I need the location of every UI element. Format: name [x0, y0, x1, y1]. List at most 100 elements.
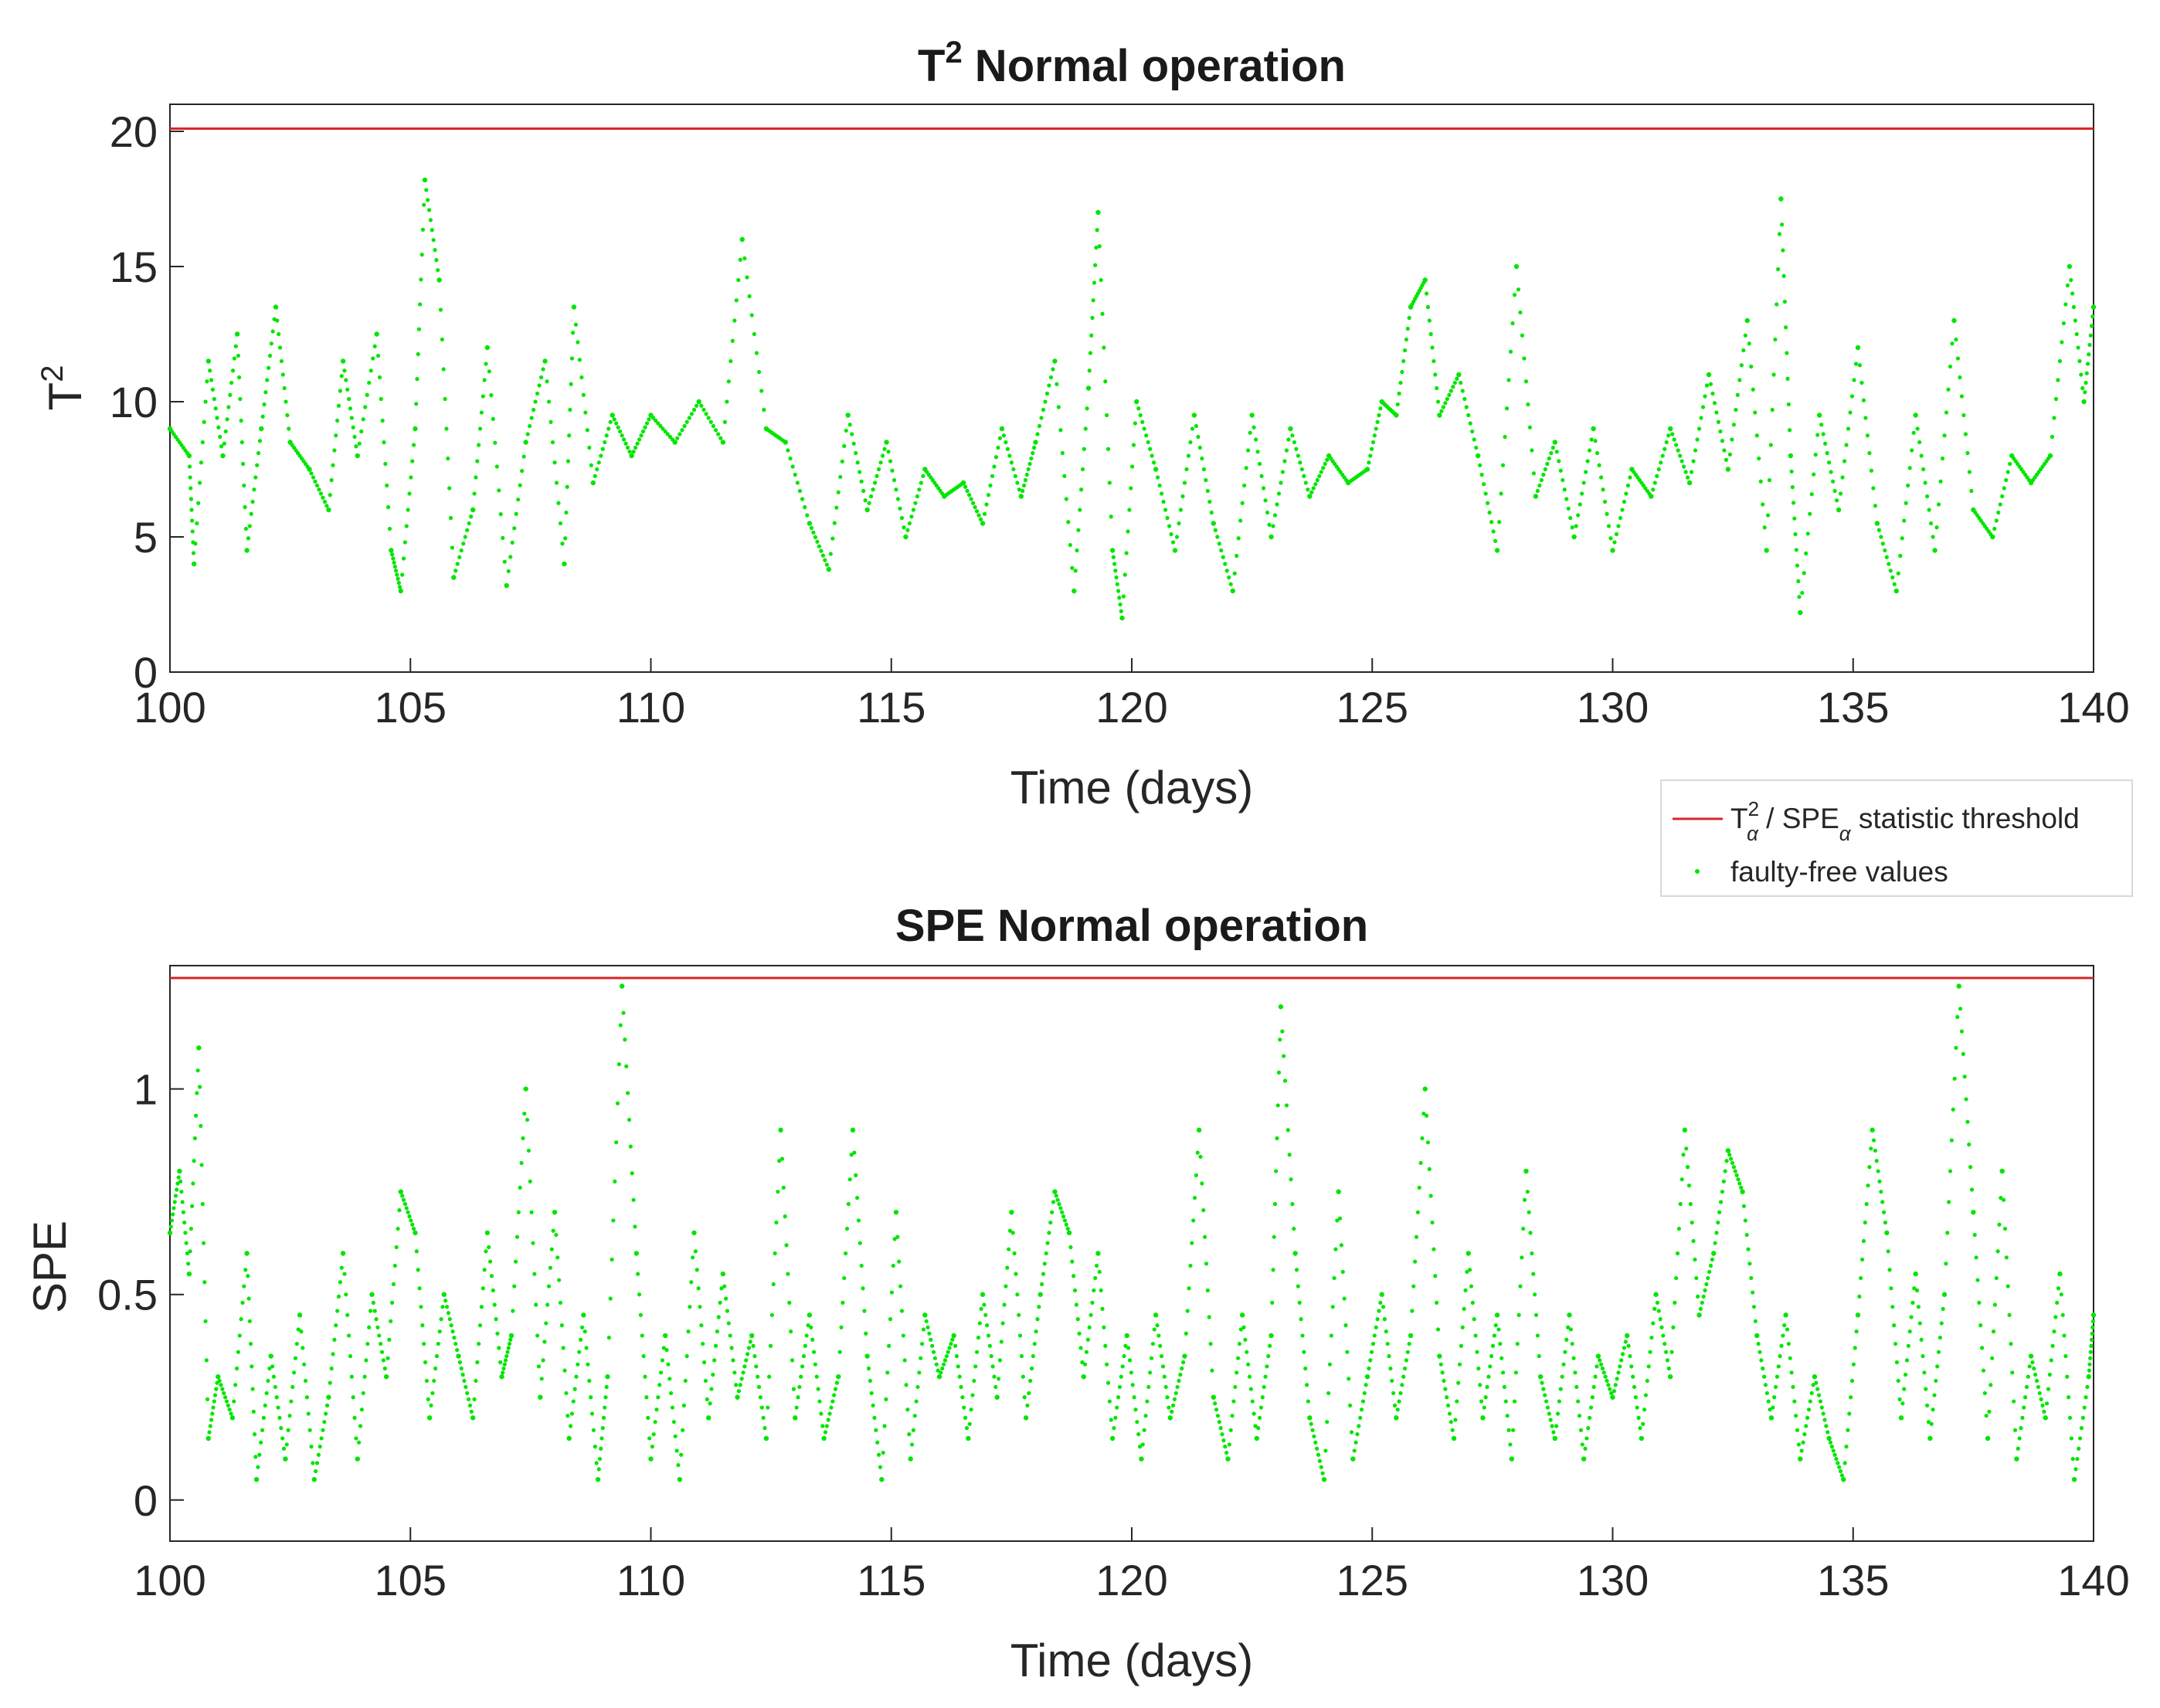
data-point-interp [1900, 536, 1904, 541]
data-point-interp [1727, 1153, 1732, 1157]
data-point-interp [907, 521, 912, 526]
data-point-interp [2090, 314, 2095, 319]
data-point-interp [1427, 1166, 1432, 1172]
data-point-interp [1873, 1148, 1877, 1153]
data-point-interp [1445, 396, 1449, 402]
data-point-interp [761, 1415, 766, 1420]
data-point-interp [1050, 1210, 1055, 1214]
data-point-interp [560, 542, 565, 546]
data-point [542, 358, 548, 364]
data-point-interp [1095, 228, 1099, 233]
data-point-interp [1180, 494, 1185, 499]
data-point-interp [222, 1391, 226, 1396]
data-point [523, 1086, 528, 1092]
data-point-interp [600, 447, 605, 451]
data-point-interp [1576, 513, 1581, 518]
data-point-interp [966, 493, 972, 497]
data-point-interp [1722, 448, 1727, 453]
x-tick-label: 100 [134, 683, 205, 732]
data-point-interp [1670, 432, 1675, 436]
data-point-interp [1066, 520, 1071, 525]
data-point-interp [565, 459, 571, 464]
data-point-interp [1808, 511, 1812, 516]
data-point [720, 440, 726, 445]
data-point-interp [1921, 1353, 1925, 1359]
data-point-interp [768, 1343, 773, 1348]
data-point-interp [855, 460, 860, 465]
data-point-interp [758, 1395, 763, 1400]
data-point-interp [1929, 1421, 1934, 1426]
data-point-interp [549, 1247, 554, 1251]
data-point-interp [1741, 1204, 1747, 1208]
data-point-interp [1378, 1300, 1383, 1305]
data-point-interp [495, 1331, 500, 1336]
data-point-interp [426, 1397, 430, 1402]
data-point-interp [988, 483, 993, 488]
data-point-interp [1716, 1220, 1720, 1225]
data-point-interp [1162, 1374, 1167, 1379]
data-point-interp [787, 1300, 792, 1305]
data-point-interp [800, 1364, 805, 1369]
data-point-interp [1664, 440, 1669, 445]
data-point-interp [1054, 1194, 1058, 1198]
data-point-interp [317, 487, 321, 492]
data-point-interp [1765, 513, 1771, 518]
data-point-interp [864, 1331, 868, 1336]
data-point-interp [1999, 1196, 2003, 1200]
data-point-interp [599, 453, 603, 458]
data-point-interp [2000, 494, 2005, 499]
data-point-interp [410, 1222, 415, 1227]
data-point-interp [1017, 1333, 1023, 1338]
data-point-interp [1515, 1341, 1520, 1346]
data-point-interp [579, 1325, 585, 1329]
data-point-interp [1568, 1327, 1573, 1332]
data-point-interp [739, 1377, 744, 1381]
data-point-interp [1990, 1356, 1995, 1360]
data-point-interp [741, 1370, 745, 1375]
data-point-interp [1608, 1387, 1612, 1391]
data-point-interp [1505, 1414, 1510, 1418]
data-point-interp [1531, 1272, 1536, 1276]
data-point-interp [1747, 341, 1751, 346]
data-point [1740, 1189, 1745, 1194]
data-point [1513, 263, 1520, 270]
data-point-interp [545, 1302, 550, 1307]
data-point-interp [1950, 341, 1955, 346]
data-point-interp [1545, 461, 1550, 467]
data-point-interp [665, 432, 670, 436]
data-point-interp [400, 1194, 405, 1198]
data-point-interp [1584, 470, 1588, 474]
data-point [383, 1374, 389, 1380]
data-point-interp [1518, 310, 1523, 315]
data-point-interp [2034, 1378, 2039, 1384]
data-point-interp [367, 1325, 372, 1329]
data-point-interp [613, 1179, 617, 1183]
data-point-interp [1710, 391, 1715, 396]
data-point-interp [250, 1364, 254, 1369]
data-point-interp [379, 1341, 383, 1346]
data-point-interp [1761, 1366, 1765, 1371]
data-point-interp [1021, 1374, 1025, 1379]
data-point-interp [380, 418, 385, 423]
data-point-interp [457, 555, 462, 559]
data-point [1778, 196, 1784, 202]
data-point-interp [1097, 244, 1102, 249]
data-point-interp [1881, 1210, 1887, 1214]
data-point-interp [1588, 448, 1592, 453]
spe-chart-title: SPE Normal operation [895, 901, 1368, 951]
data-point-interp [816, 1387, 820, 1391]
data-point-interp [1502, 1384, 1507, 1390]
data-point-interp [188, 497, 193, 501]
data-point-interp [1010, 1231, 1015, 1235]
data-point-interp [219, 1383, 223, 1387]
data-point-interp [1777, 232, 1782, 236]
data-point-interp [708, 1401, 712, 1406]
data-point-interp [191, 551, 196, 555]
data-point-interp [1801, 1440, 1805, 1445]
data-point-interp [1152, 460, 1156, 465]
data-point-interp [453, 569, 458, 573]
data-point-interp [2053, 396, 2059, 402]
data-point-interp [1893, 1341, 1898, 1346]
data-point-interp [1298, 460, 1302, 465]
data-point-interp [199, 460, 204, 465]
